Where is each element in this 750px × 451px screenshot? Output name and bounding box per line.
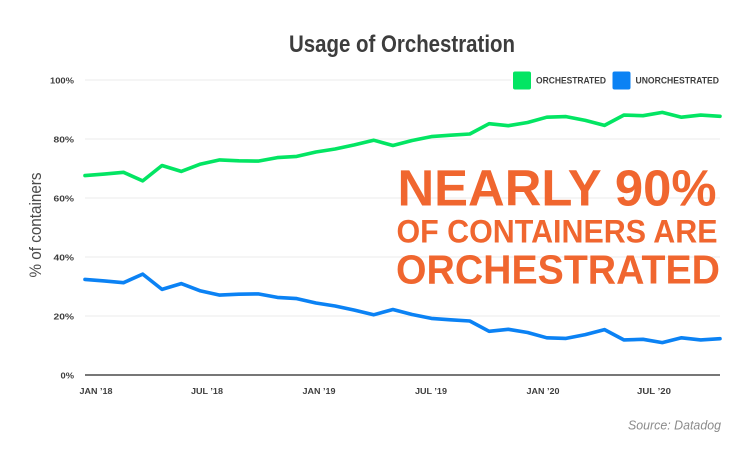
svg-text:ORCHESTRATED: ORCHESTRATED: [396, 247, 720, 293]
svg-text:JUL ’19: JUL ’19: [415, 386, 447, 396]
svg-text:Usage of Orchestration: Usage of Orchestration: [289, 31, 515, 58]
svg-text:Source: Datadog: Source: Datadog: [628, 418, 722, 433]
svg-text:100%: 100%: [50, 76, 74, 86]
svg-text:40%: 40%: [54, 253, 75, 263]
svg-text:60%: 60%: [54, 194, 75, 204]
svg-text:JUL ’18: JUL ’18: [191, 386, 223, 396]
svg-text:0%: 0%: [61, 371, 75, 381]
svg-text:80%: 80%: [54, 135, 75, 145]
svg-text:UNORCHESTRATED: UNORCHESTRATED: [636, 75, 720, 85]
svg-text:JAN ’20: JAN ’20: [527, 386, 560, 396]
svg-text:JAN ’18: JAN ’18: [80, 386, 113, 396]
svg-text:JUL ’20: JUL ’20: [637, 386, 671, 396]
svg-text:OF CONTAINERS ARE: OF CONTAINERS ARE: [397, 214, 718, 250]
svg-text:% of containers: % of containers: [27, 173, 45, 278]
svg-text:ORCHESTRATED: ORCHESTRATED: [536, 75, 606, 85]
svg-text:JAN ’19: JAN ’19: [303, 386, 336, 396]
svg-text:20%: 20%: [54, 312, 75, 322]
svg-text:NEARLY 90%: NEARLY 90%: [398, 160, 717, 217]
